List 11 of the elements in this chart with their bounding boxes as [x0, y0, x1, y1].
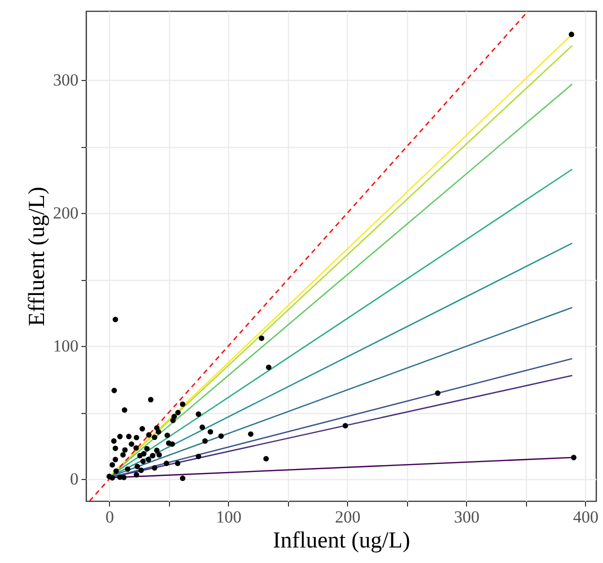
x-tick-label: 300 — [454, 508, 480, 526]
x-tick-label: 200 — [335, 508, 360, 526]
x-tick-label: 400 — [573, 508, 599, 526]
y-tick-label: 300 — [53, 70, 78, 90]
y-tick-label: 100 — [53, 336, 78, 356]
x-tick-label: 0 — [105, 508, 114, 526]
y-axis-title: Effluent (ug/L) — [24, 186, 49, 326]
y-tick-label: 200 — [53, 204, 78, 223]
x-axis-title: Influent (ug/L) — [272, 528, 410, 552]
y-tick-label: 0 — [70, 470, 78, 489]
x-tick-label: 100 — [216, 508, 242, 526]
